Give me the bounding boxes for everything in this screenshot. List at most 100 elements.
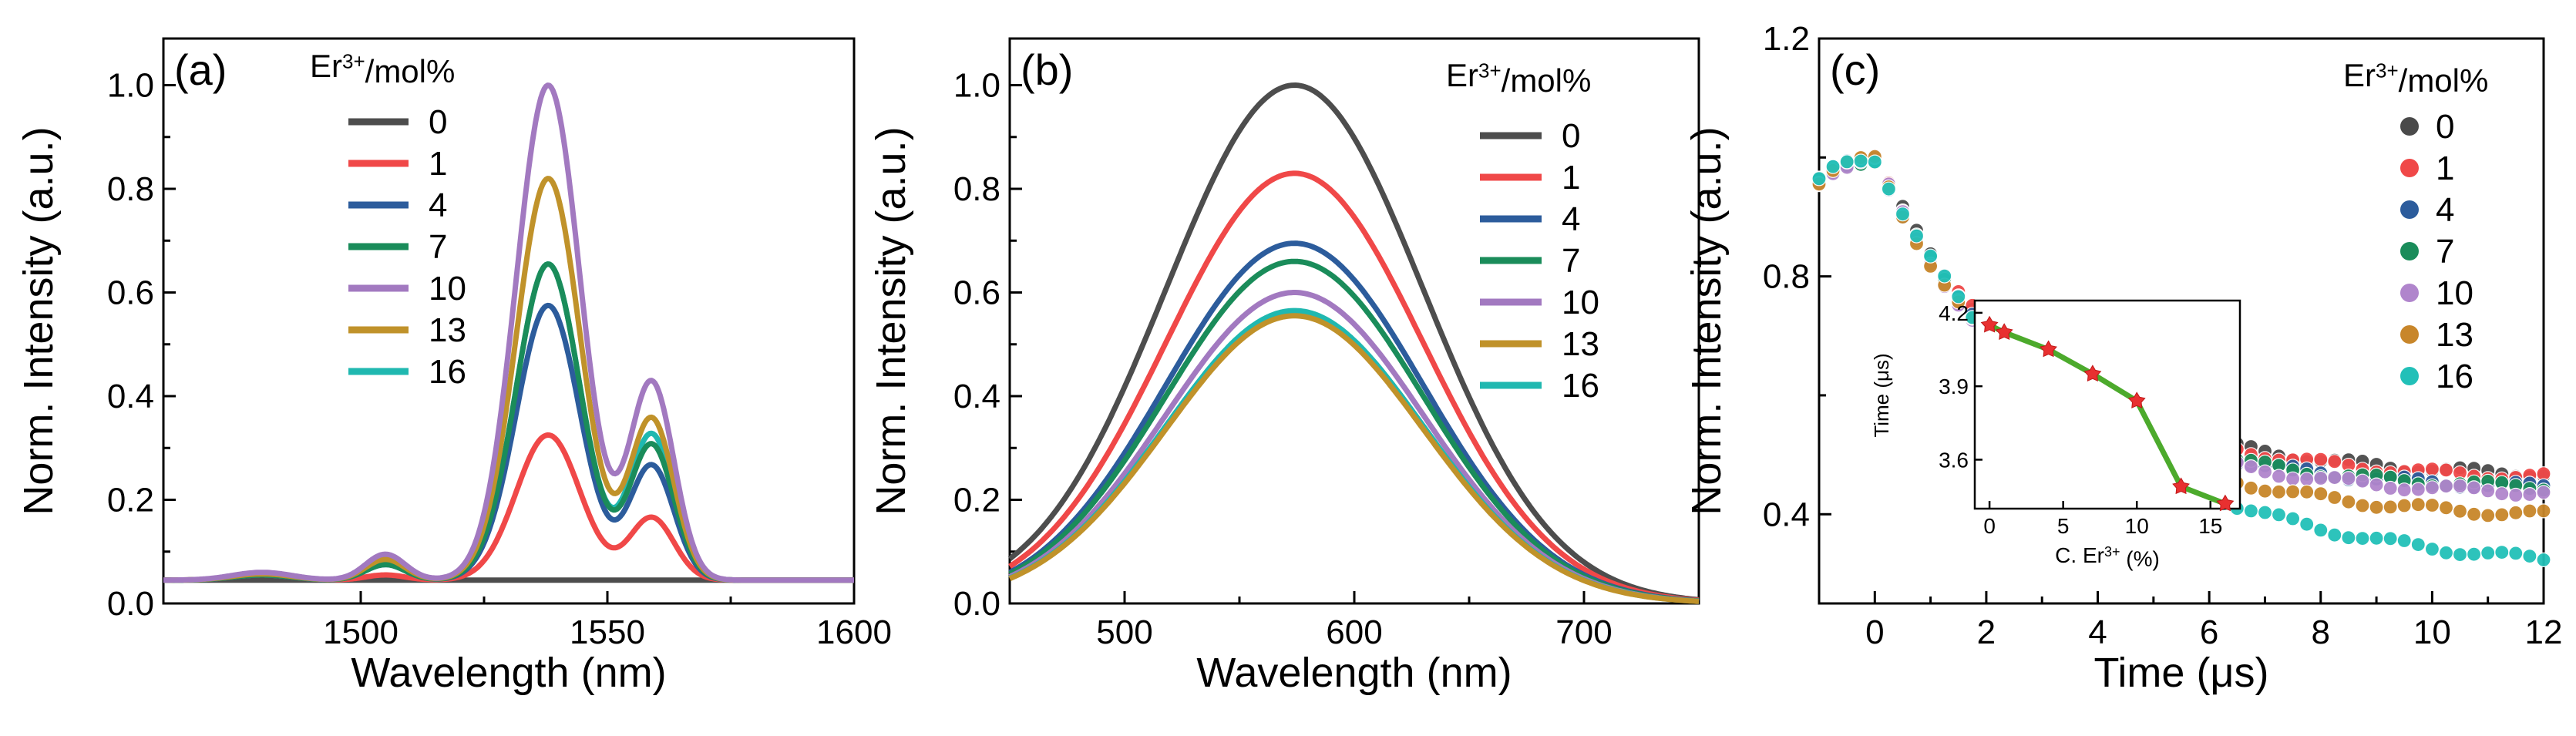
- x-tick-label: 600: [1326, 613, 1382, 651]
- y-axis-title: Norm. Intensity (a.u.): [15, 126, 62, 515]
- data-point: [2341, 530, 2356, 546]
- legend-label-10: 10: [429, 270, 466, 308]
- data-point: [1908, 228, 1925, 244]
- legend-label-10: 10: [1562, 284, 1599, 321]
- legend-label-7: 7: [2436, 233, 2454, 271]
- data-point: [2355, 473, 2370, 489]
- data-point: [2508, 546, 2524, 561]
- legend-label-4: 4: [1562, 200, 1580, 238]
- data-point: [2243, 459, 2258, 475]
- x-tick-label: 1500: [323, 613, 399, 651]
- data-point: [2452, 546, 2468, 563]
- data-point: [2438, 500, 2454, 516]
- y-tick-label: 0.8: [107, 170, 154, 208]
- data-point: [2327, 527, 2342, 543]
- data-point: [1881, 181, 1896, 197]
- data-point: [2410, 482, 2426, 497]
- x-axis-title: Wavelength (nm): [1196, 650, 1512, 696]
- legend-label-16: 16: [429, 353, 466, 391]
- data-point: [2313, 523, 2329, 538]
- data-point: [2536, 485, 2551, 500]
- legend-label-13: 13: [1562, 325, 1599, 363]
- inset-data-point: [1980, 315, 1999, 333]
- data-point: [2522, 503, 2537, 519]
- legend-label-16: 16: [1562, 367, 1599, 405]
- data-point: [2313, 452, 2329, 467]
- legend-marker-16: [2400, 367, 2419, 385]
- series-line-13: [162, 176, 856, 583]
- x-axis-title: Time (μs): [2093, 650, 2268, 696]
- data-point: [2355, 530, 2370, 546]
- data-point: [1811, 171, 1827, 187]
- x-tick-label: 1550: [570, 613, 645, 651]
- data-point: [2285, 484, 2301, 499]
- data-point: [2424, 497, 2440, 513]
- x-tick-label: 8: [2312, 613, 2330, 651]
- data-point: [2494, 486, 2510, 502]
- data-point: [1937, 268, 1952, 284]
- data-point: [2522, 486, 2537, 502]
- data-point: [2410, 497, 2426, 513]
- data-point: [1923, 248, 1939, 264]
- data-point: [2299, 484, 2315, 499]
- legend-label-0: 0: [429, 103, 447, 141]
- data-point: [2508, 505, 2524, 520]
- plot-frame: [162, 37, 856, 605]
- data-point: [1825, 159, 1841, 174]
- legend-label-7: 7: [429, 228, 447, 266]
- inset-y-axis-title: Time (μs): [1870, 353, 1893, 437]
- x-tick-label: 500: [1096, 613, 1152, 651]
- data-point: [2494, 507, 2510, 523]
- inset-data-point: [2172, 477, 2190, 495]
- x-tick-label: 2: [1977, 613, 1996, 651]
- inset-data-point: [2127, 392, 2146, 408]
- y-tick-label: 0.4: [1763, 496, 1810, 533]
- y-axis-title: Norm. Intensity (a.u.): [868, 126, 914, 515]
- series-line-10: [162, 82, 856, 583]
- legend-label-13: 13: [2436, 316, 2473, 354]
- y-tick-label: 0.8: [953, 170, 1000, 208]
- data-point: [2299, 472, 2315, 487]
- data-point: [2396, 482, 2412, 498]
- legend-marker-0: [2400, 117, 2419, 136]
- series-line-13: [1008, 313, 1700, 604]
- data-point: [2257, 505, 2273, 520]
- inset-y-tick-label: 3.6: [1939, 448, 1969, 472]
- y-tick-label: 1.0: [107, 67, 154, 105]
- data-point: [2424, 541, 2440, 557]
- inset-y-tick-label: 4.2: [1939, 301, 1969, 325]
- data-point: [2508, 487, 2524, 503]
- legend-title: Er3+/mol%: [2343, 57, 2488, 99]
- series-line-0: [1007, 82, 1700, 603]
- legend-marker-4: [2400, 200, 2419, 219]
- x-tick-label: 6: [2200, 613, 2218, 651]
- legend-label-1: 1: [429, 145, 447, 183]
- data-point: [1951, 289, 1966, 304]
- data-point: [2396, 533, 2412, 549]
- series-line-7: [162, 261, 856, 583]
- data-point: [2396, 498, 2412, 513]
- data-point: [2480, 508, 2496, 523]
- data-point: [2327, 454, 2342, 469]
- plot-frame: [1818, 37, 2545, 605]
- data-point: [1867, 154, 1882, 170]
- data-point: [2327, 469, 2342, 486]
- y-tick-label: 0.0: [953, 585, 1000, 623]
- inset-x-axis-title: C. Er3+ (%): [2055, 543, 2160, 571]
- data-point: [2369, 530, 2384, 546]
- data-point: [2438, 545, 2454, 560]
- legend-label-10: 10: [2436, 274, 2473, 312]
- legend-marker-1: [2400, 159, 2419, 177]
- inset-x-tick-label: 5: [2057, 514, 2070, 538]
- y-tick-label: 0.4: [953, 378, 1000, 415]
- data-point: [2257, 483, 2273, 499]
- legend-marker-13: [2400, 325, 2419, 344]
- data-point: [2299, 516, 2315, 532]
- data-point: [2271, 507, 2287, 523]
- data-point: [2424, 480, 2440, 496]
- x-tick-label: 700: [1555, 613, 1612, 651]
- legend-label-4: 4: [429, 187, 447, 224]
